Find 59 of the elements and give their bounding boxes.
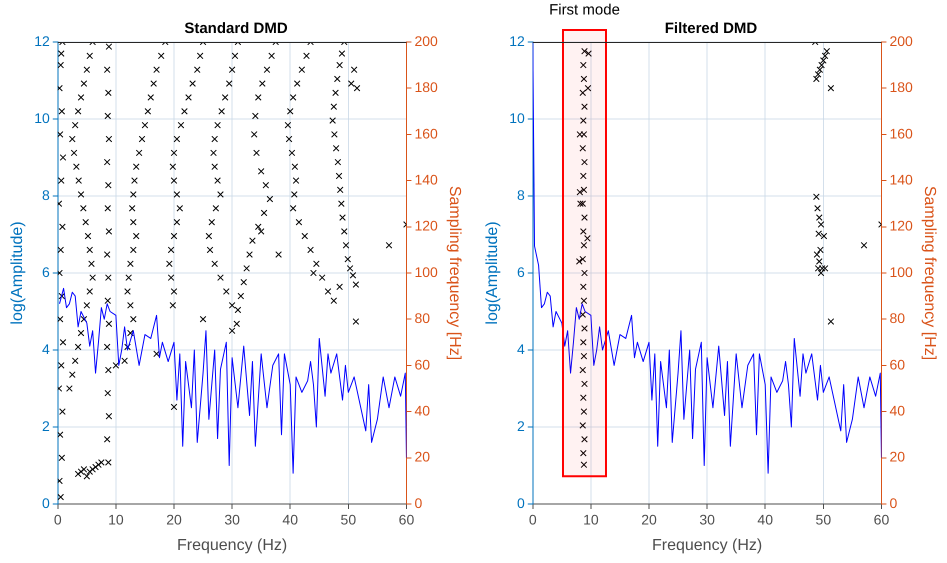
x-tick-label: 20 <box>166 511 182 528</box>
y2-tick-label: 40 <box>889 402 906 418</box>
x-tick-label: 60 <box>874 511 890 528</box>
x-tick-label: 50 <box>816 511 832 528</box>
x-tick-label: 40 <box>282 511 298 528</box>
y-tick-label: 0 <box>516 494 525 511</box>
y2-tick-label: 120 <box>889 218 914 234</box>
y2-tick-label: 100 <box>889 264 914 280</box>
y2-tick-label: 0 <box>414 494 422 511</box>
y-tick-label: 8 <box>42 186 50 203</box>
y-tick-label: 6 <box>42 264 50 280</box>
x-tick-label: 0 <box>528 511 537 528</box>
y2-tick-label: 200 <box>414 32 438 49</box>
x-tick-label: 0 <box>54 511 62 528</box>
band-label: First mode <box>549 2 620 19</box>
x-tick-label: 30 <box>699 511 716 528</box>
x-tick-label: 50 <box>340 511 356 528</box>
y2-tick-label: 160 <box>414 125 438 142</box>
y2-tick-label: 120 <box>414 218 438 234</box>
y2-tick-label: 60 <box>889 356 906 372</box>
y2-tick-label: 180 <box>889 79 914 96</box>
x-tick-label: 10 <box>583 511 599 528</box>
y-tick-label: 12 <box>34 32 50 49</box>
y-tick-label: 4 <box>42 340 50 357</box>
x-tick-label: 20 <box>641 511 657 528</box>
y-tick-label: 8 <box>516 186 525 203</box>
y2-tick-label: 20 <box>889 448 906 465</box>
x-axis-title: Frequency (Hz) <box>652 536 762 554</box>
x-tick-label: 30 <box>224 511 240 528</box>
y-axis-title: log(Amplitude) <box>484 221 502 325</box>
y2-tick-label: 180 <box>414 79 438 96</box>
y2-tick-label: 160 <box>889 125 914 142</box>
y2-tick-label: 40 <box>414 402 430 418</box>
y2-tick-label: 80 <box>889 310 906 326</box>
y2-tick-label: 0 <box>889 494 898 511</box>
y-tick-label: 10 <box>34 110 50 126</box>
y2-tick-label: 140 <box>414 171 438 188</box>
chart-title: Filtered DMD <box>664 20 758 38</box>
y-tick-label: 2 <box>516 418 525 434</box>
y2-tick-label: 200 <box>889 32 914 49</box>
x-tick-label: 40 <box>757 511 774 528</box>
y-tick-label: 12 <box>509 32 525 49</box>
x-tick-label: 10 <box>108 511 124 528</box>
y-tick-label: 10 <box>509 110 525 126</box>
x-axis-title: Frequency (Hz) <box>176 536 288 554</box>
y-tick-label: 0 <box>42 494 50 511</box>
y-tick-label: 4 <box>516 340 525 357</box>
y2-tick-label: 20 <box>414 448 430 465</box>
y2-tick-label: 140 <box>889 171 914 188</box>
y2-tick-label: 80 <box>414 310 430 326</box>
y-tick-label: 2 <box>42 418 50 434</box>
y2-axis-title: Sampling frequency [Hz] <box>920 186 938 360</box>
x-tick-label: 60 <box>398 511 414 528</box>
y2-tick-label: 100 <box>414 264 438 280</box>
y-axis-title: log(Amplitude) <box>9 221 26 325</box>
y-tick-label: 6 <box>516 264 525 280</box>
y2-tick-label: 60 <box>414 356 430 372</box>
y2-axis-title: Sampling frequency [Hz] <box>446 186 463 360</box>
chart-title: Standard DMD <box>184 20 288 38</box>
